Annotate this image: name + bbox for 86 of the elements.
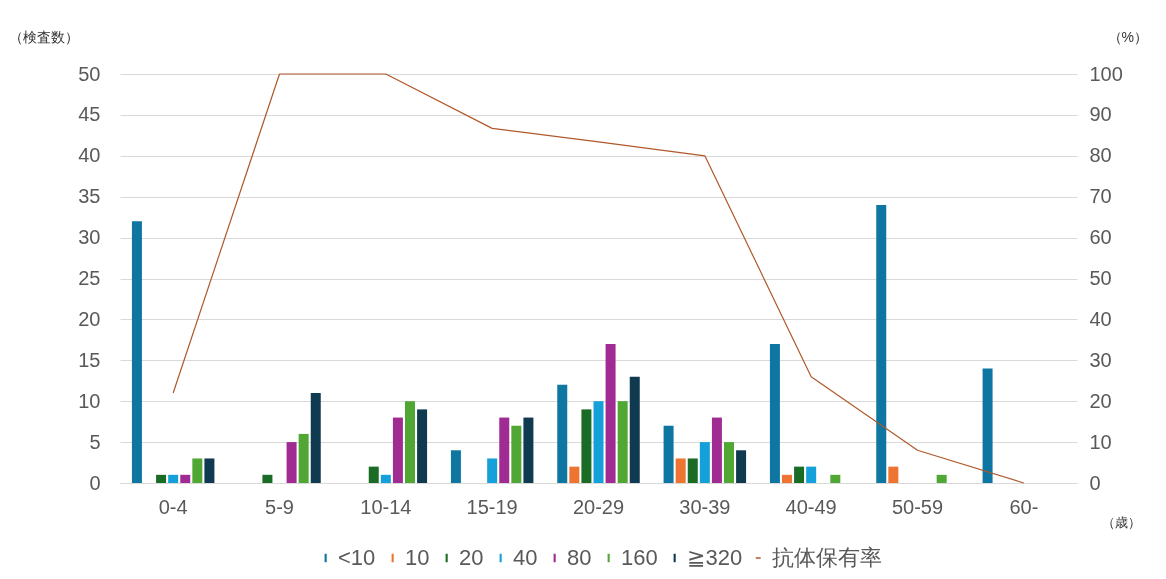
- y-tick-label: 10: [78, 389, 101, 412]
- bar: [982, 368, 993, 483]
- bar: [629, 376, 640, 483]
- bar: [736, 450, 747, 483]
- y-tick-label: 0: [89, 471, 101, 494]
- y2-tick-label: 20: [1089, 389, 1112, 412]
- x-tick-label: 5-9: [265, 495, 294, 518]
- bar: [569, 466, 580, 483]
- bar: [687, 458, 698, 483]
- x-tick-label: 60-: [1009, 495, 1039, 518]
- bar: [450, 450, 461, 483]
- x-tick-label: 20-29: [572, 495, 625, 518]
- x-axis-title: （歳）: [1101, 514, 1141, 530]
- x-tick-label: 50-59: [891, 495, 944, 518]
- bar: [724, 442, 734, 483]
- legend-label: 20: [459, 545, 484, 570]
- bar: [392, 417, 403, 483]
- bar: [699, 442, 710, 483]
- y2-tick-label: 100: [1089, 62, 1123, 85]
- bar: [131, 221, 142, 483]
- legend-label: 40: [513, 545, 538, 570]
- y2-tick-label: 0: [1089, 471, 1101, 494]
- bar: [204, 458, 215, 483]
- legend-label: 80: [567, 545, 592, 570]
- bar: [368, 466, 379, 483]
- y-tick-label: 50: [78, 62, 101, 85]
- legend-label: ≧320: [687, 545, 743, 570]
- x-tick-label: 10-14: [360, 495, 412, 518]
- legend-label: 10: [405, 545, 430, 570]
- x-tick-label: 15-19: [466, 495, 518, 518]
- x-tick-label: 40-49: [785, 495, 837, 518]
- y-tick-label: 45: [78, 103, 101, 126]
- bar: [180, 474, 191, 483]
- y-tick-label: 35: [78, 185, 101, 208]
- bar: [286, 442, 297, 483]
- y2-axis-title: （%）: [1107, 28, 1148, 45]
- y2-tick-label: 10: [1089, 430, 1112, 453]
- bar: [782, 474, 792, 483]
- bar: [523, 417, 534, 483]
- y-tick-label: 40: [78, 144, 101, 167]
- bar: [298, 433, 309, 483]
- y2-tick-label: 70: [1089, 185, 1112, 208]
- y2-tick-label: 90: [1089, 103, 1112, 126]
- bar: [380, 474, 391, 483]
- legend-label: 抗体保有率: [772, 545, 882, 570]
- bar: [663, 425, 674, 483]
- bar: [417, 409, 428, 483]
- bar: [830, 474, 841, 483]
- y-tick-label: 15: [78, 348, 101, 371]
- bar: [593, 401, 604, 483]
- bar: [262, 474, 273, 483]
- bar: [769, 343, 780, 483]
- bar: [581, 409, 592, 483]
- legend-label: 160: [621, 545, 658, 570]
- line-series: [172, 73, 1025, 484]
- bar: [876, 204, 887, 483]
- y2-tick-label: 50: [1089, 267, 1112, 289]
- bar: [405, 401, 415, 483]
- y-axis-title: （検査数）: [8, 28, 79, 45]
- bar: [168, 474, 179, 483]
- y-tick-label: 20: [78, 307, 101, 330]
- y2-tick-label: 80: [1089, 144, 1112, 167]
- y-tick-label: 30: [78, 226, 101, 249]
- bar: [156, 474, 167, 483]
- bar: [936, 474, 947, 483]
- bar: [794, 466, 805, 483]
- x-tick-label: 0-4: [158, 495, 188, 518]
- y2-tick-label: 60: [1089, 226, 1112, 249]
- bar: [605, 343, 616, 483]
- bar: [806, 466, 817, 483]
- y2-tick-label: 40: [1089, 307, 1112, 330]
- bar: [310, 393, 321, 483]
- x-tick-label: 30-39: [679, 495, 731, 518]
- legend-label: <10: [338, 545, 376, 570]
- bar: [888, 466, 899, 483]
- bar: [617, 401, 628, 483]
- bar: [487, 458, 498, 483]
- bar: [511, 425, 522, 483]
- bar: [192, 458, 203, 483]
- y2-tick-label: 30: [1089, 348, 1112, 371]
- bar: [675, 458, 686, 483]
- bar: [557, 384, 568, 483]
- y-tick-label: 5: [89, 430, 101, 453]
- bar: [499, 417, 510, 483]
- bar: [711, 417, 722, 483]
- y-tick-label: 25: [78, 267, 101, 289]
